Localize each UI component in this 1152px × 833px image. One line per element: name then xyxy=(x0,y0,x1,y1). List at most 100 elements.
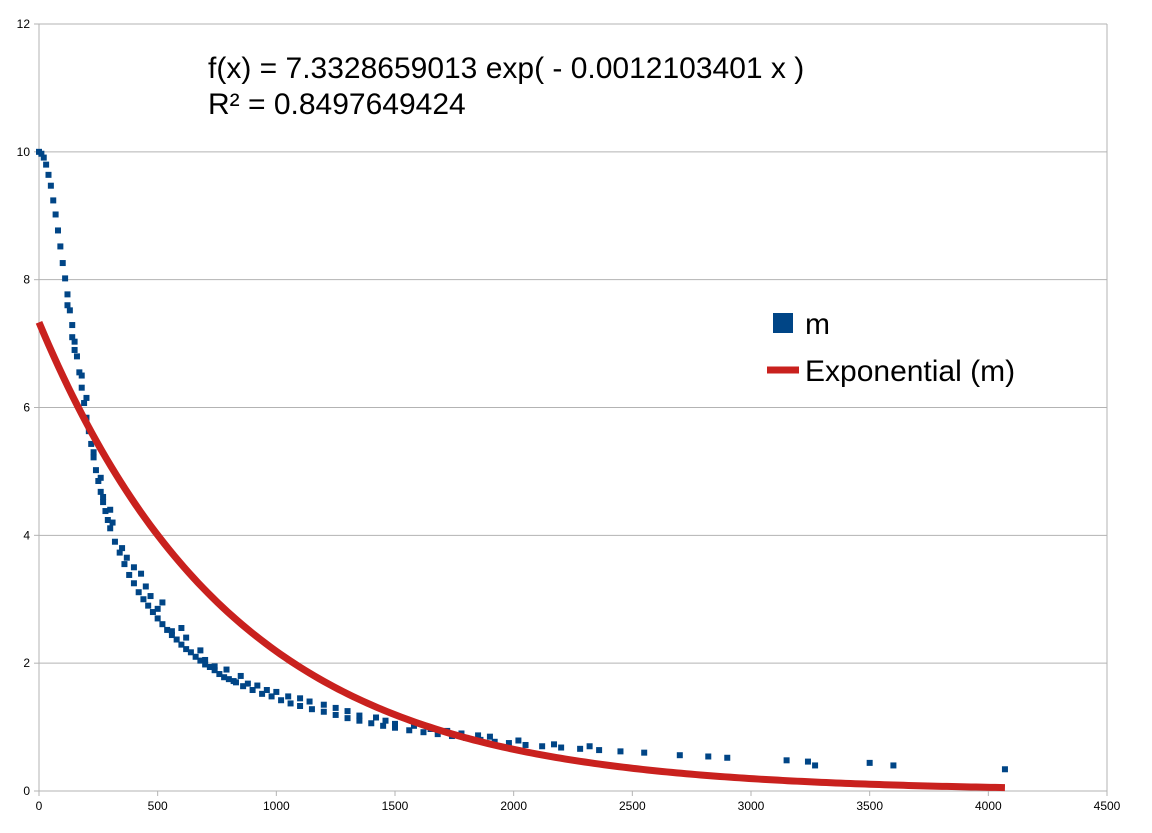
data-point-117 xyxy=(344,708,351,715)
data-point-1 xyxy=(38,150,45,157)
data-point-89 xyxy=(724,754,731,761)
x-tick-label-3: 1500 xyxy=(382,799,409,813)
data-point-135 xyxy=(230,678,237,685)
data-point-9 xyxy=(57,243,64,250)
data-point-141 xyxy=(356,712,363,719)
data-point-74 xyxy=(434,731,441,738)
data-point-125 xyxy=(586,743,593,750)
data-point-58 xyxy=(249,687,256,694)
data-point-7 xyxy=(52,211,59,218)
y-tick-labels: 0 2 4 6 8 10 12 xyxy=(17,17,39,798)
y-tick-label-1: 2 xyxy=(23,656,30,670)
series-m-points xyxy=(36,148,1008,773)
x-tick-label-2: 1000 xyxy=(263,799,290,813)
data-point-26 xyxy=(97,488,104,495)
data-point-23 xyxy=(90,454,97,461)
data-point-143 xyxy=(410,722,417,729)
data-point-107 xyxy=(168,628,175,635)
data-point-122 xyxy=(486,733,493,740)
data-point-70 xyxy=(380,722,387,729)
data-point-42 xyxy=(164,626,171,633)
data-point-65 xyxy=(320,708,327,715)
data-point-100 xyxy=(100,493,107,500)
data-point-48 xyxy=(192,653,199,660)
data-point-62 xyxy=(287,700,294,707)
data-point-86 xyxy=(641,749,648,756)
trendline-equation: f(x) = 7.3328659013 exp( - 0.0012103401 … xyxy=(208,52,804,85)
data-point-80 xyxy=(522,741,529,748)
data-point-5 xyxy=(47,182,54,189)
data-point-88 xyxy=(705,753,712,760)
data-point-81 xyxy=(539,743,546,750)
data-point-37 xyxy=(140,596,147,603)
x-tick-label-6: 3000 xyxy=(738,799,765,813)
x-tick-labels: 0 500 1000 1500 2000 2500 3000 3500 4000 4500 xyxy=(36,791,1121,813)
data-point-44 xyxy=(173,636,180,643)
data-point-105 xyxy=(147,593,154,600)
data-point-104 xyxy=(138,570,145,577)
x-tick-label-9: 4500 xyxy=(1094,799,1121,813)
data-point-110 xyxy=(211,663,218,670)
data-point-8 xyxy=(54,227,61,234)
data-point-28 xyxy=(102,508,109,515)
data-point-126 xyxy=(69,334,76,341)
data-point-68 xyxy=(356,717,363,724)
data-point-85 xyxy=(617,748,624,755)
x-tick-label-8: 4000 xyxy=(975,799,1002,813)
data-point-115 xyxy=(297,695,304,702)
data-point-90 xyxy=(783,757,790,764)
data-point-2 xyxy=(40,154,47,161)
data-point-10 xyxy=(59,260,66,267)
y-tick-label-4: 8 xyxy=(23,273,30,287)
data-point-139 xyxy=(306,698,313,705)
data-point-34 xyxy=(126,571,133,578)
gridlines xyxy=(39,23,1107,792)
data-point-116 xyxy=(320,701,327,708)
data-point-64 xyxy=(308,706,315,713)
data-point-95 xyxy=(1001,766,1008,773)
data-point-32 xyxy=(116,549,123,556)
legend-label-exponential: Exponential (m) xyxy=(805,355,1015,388)
data-point-36 xyxy=(135,589,142,596)
data-point-97 xyxy=(71,346,78,353)
data-point-24 xyxy=(92,467,99,474)
data-point-31 xyxy=(111,538,118,545)
data-point-101 xyxy=(107,506,114,513)
data-point-15 xyxy=(71,338,78,345)
data-point-35 xyxy=(130,580,137,587)
data-point-33 xyxy=(121,561,128,568)
legend: m Exponential (m) xyxy=(767,308,1015,388)
y-tick-label-6: 12 xyxy=(17,17,31,31)
data-point-72 xyxy=(406,727,413,734)
data-point-103 xyxy=(130,564,137,571)
data-point-124 xyxy=(551,741,558,748)
data-point-61 xyxy=(278,697,285,704)
data-point-29 xyxy=(104,516,111,523)
data-point-84 xyxy=(596,747,603,754)
data-point-83 xyxy=(577,745,584,752)
data-point-102 xyxy=(119,545,126,552)
data-point-119 xyxy=(392,720,398,727)
data-point-113 xyxy=(254,682,261,689)
data-point-133 xyxy=(183,634,190,641)
data-point-45 xyxy=(178,641,185,648)
data-point-87 xyxy=(676,752,683,759)
data-point-140 xyxy=(332,704,339,711)
data-point-94 xyxy=(890,762,897,769)
data-point-132 xyxy=(159,599,166,606)
data-point-47 xyxy=(187,649,194,656)
data-point-12 xyxy=(64,291,71,298)
data-point-16 xyxy=(73,353,80,360)
y-tick-label-0: 0 xyxy=(23,784,30,798)
data-point-138 xyxy=(285,693,292,700)
data-point-53 xyxy=(216,671,223,678)
data-point-30 xyxy=(107,525,114,532)
data-point-98 xyxy=(83,394,90,401)
x-tick-label-7: 3500 xyxy=(856,799,883,813)
data-point-13 xyxy=(66,307,73,314)
data-point-39 xyxy=(149,609,156,616)
data-point-73 xyxy=(420,729,427,736)
data-point-128 xyxy=(97,474,104,481)
data-point-63 xyxy=(297,702,304,709)
